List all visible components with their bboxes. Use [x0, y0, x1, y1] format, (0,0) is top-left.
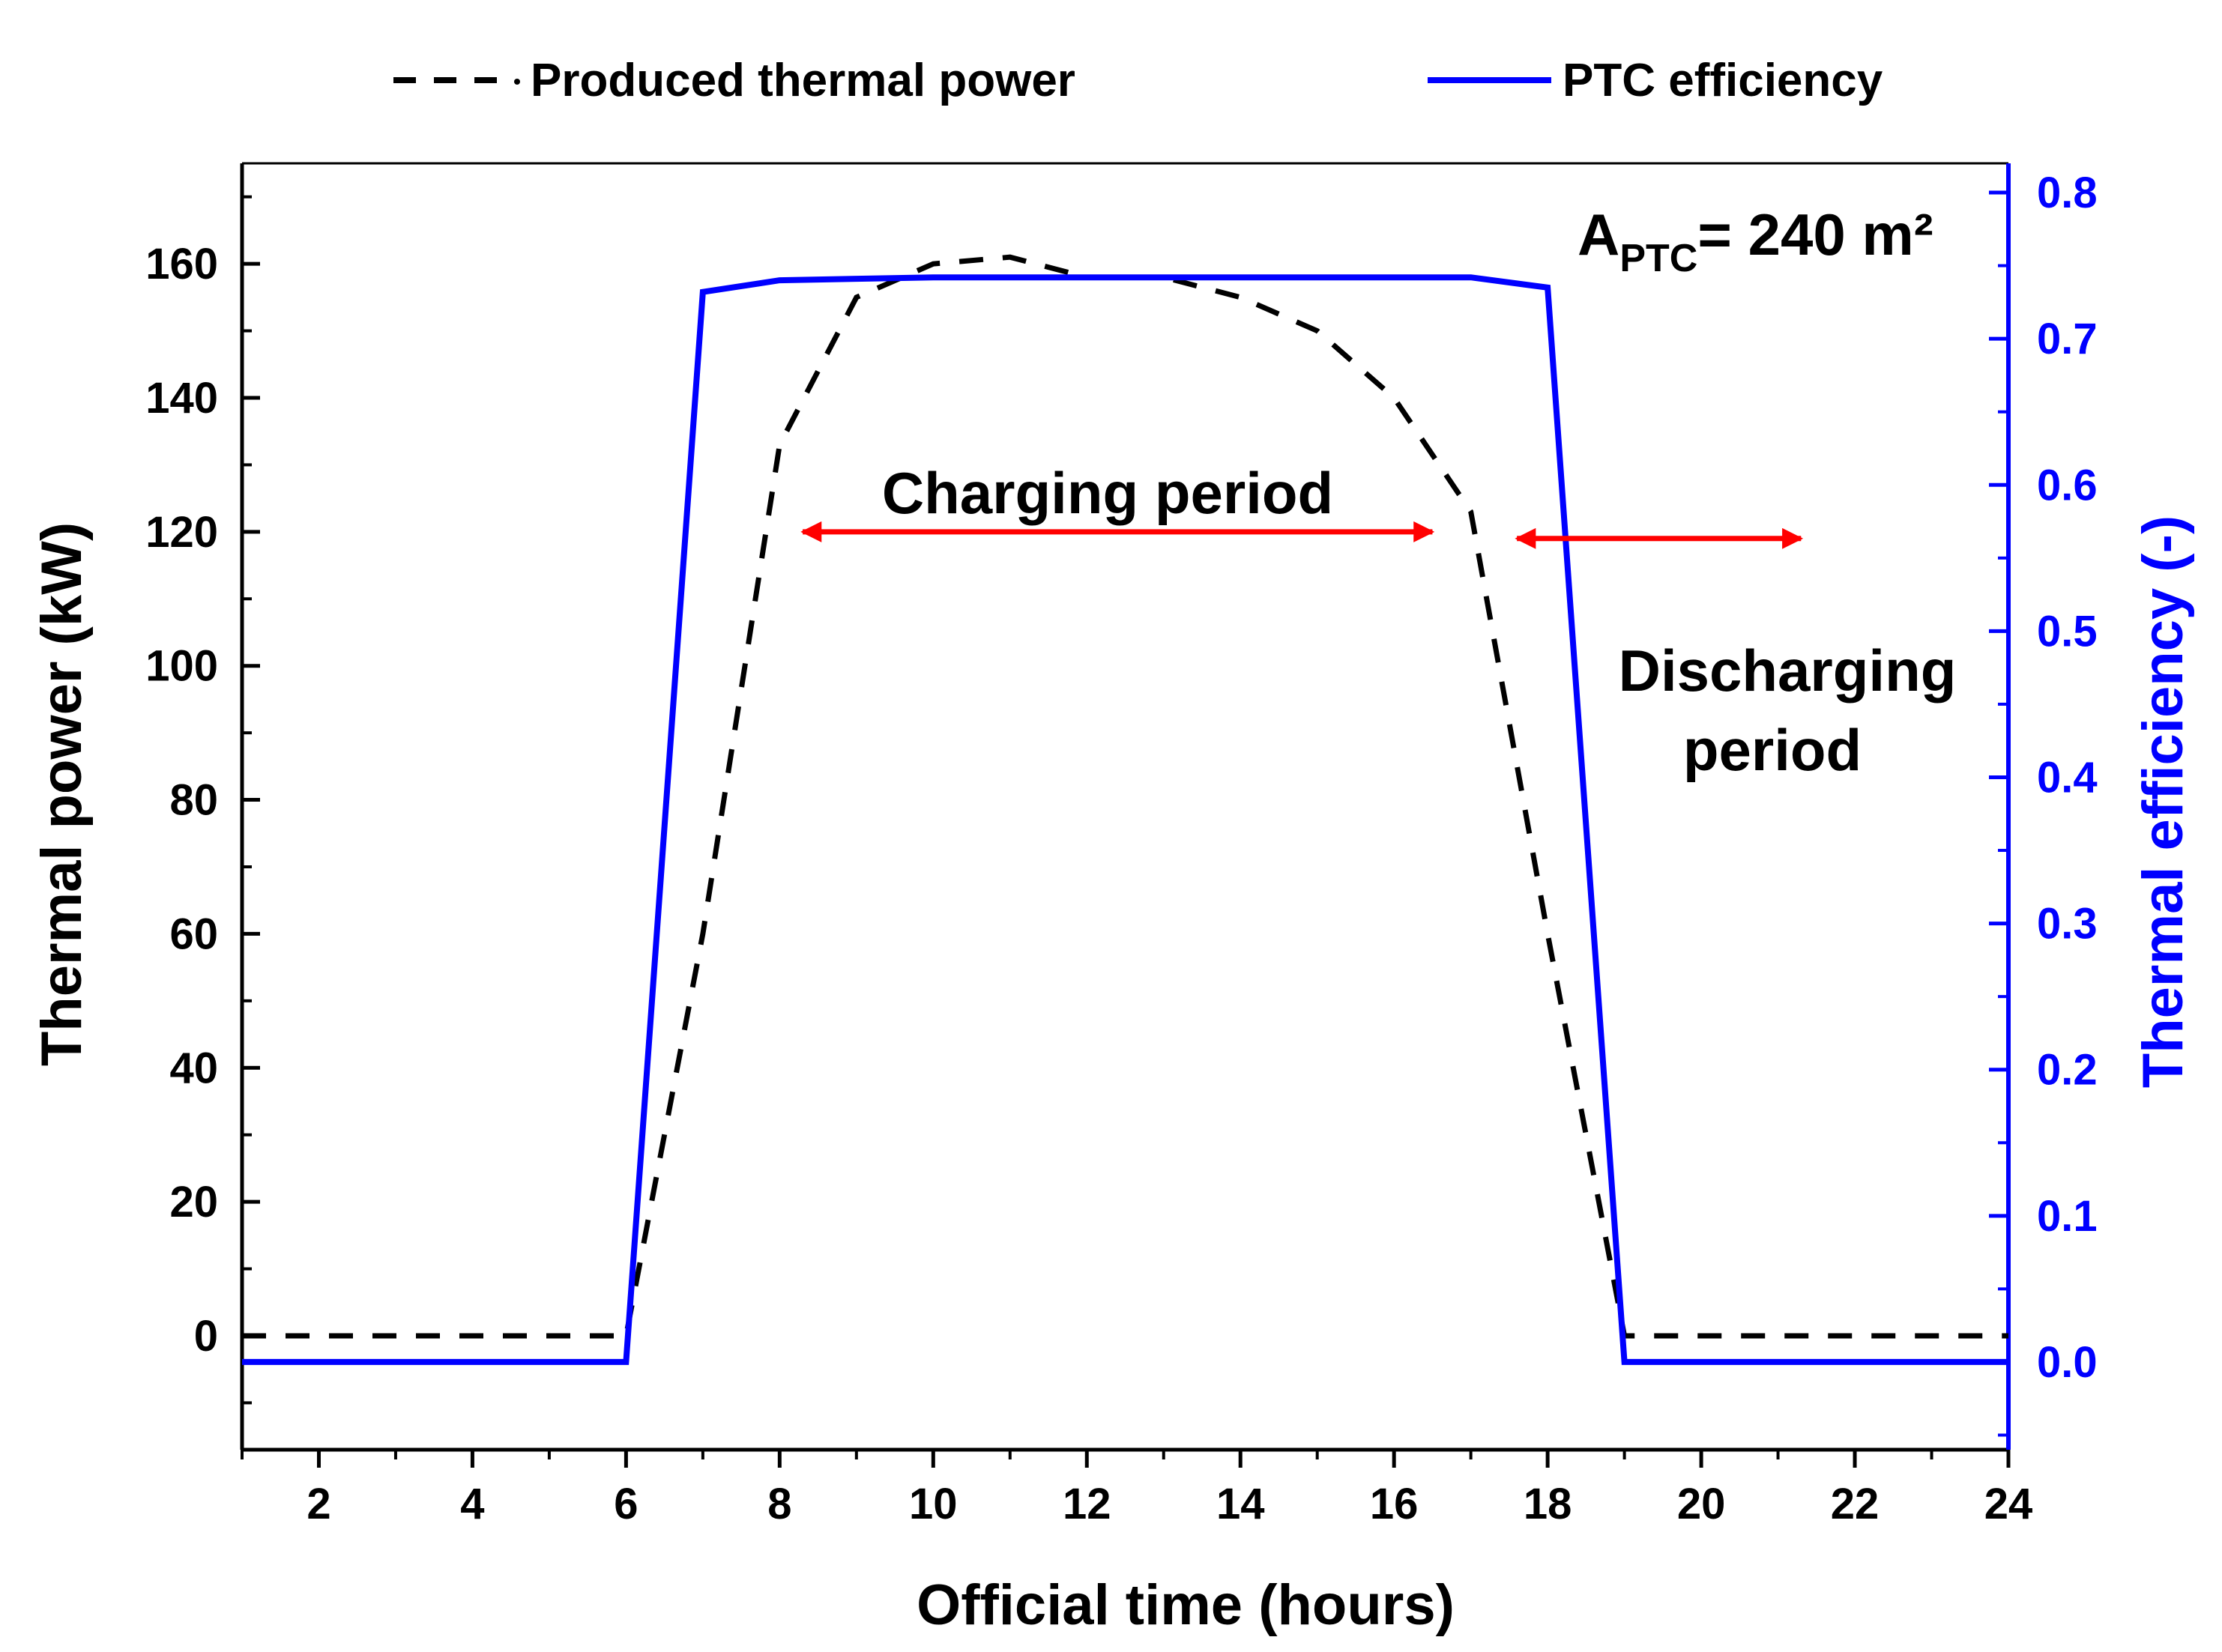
y-tick-label: 0: [194, 1312, 218, 1361]
y-tick-label: 40: [169, 1044, 218, 1092]
x-tick-label: 16: [1370, 1480, 1419, 1528]
y-axis-title: Thermal power (kW): [30, 522, 94, 1066]
legend: Produced thermal power PTC efficiency: [393, 55, 1883, 106]
y-tick-label: 80: [169, 776, 218, 825]
area-annotation-main: A: [1578, 202, 1619, 267]
legend-label-power: Produced thermal power: [531, 55, 1075, 106]
x-axis-title: Official time (hours): [917, 1573, 1455, 1637]
x-tick-label: 12: [1063, 1480, 1111, 1528]
y2-tick-label: 0.0: [2037, 1338, 2098, 1387]
arrows-layer: [800, 521, 1804, 549]
discharging-period-label-line1: Discharging: [1619, 638, 1957, 704]
x-tick-label: 24: [1984, 1480, 2033, 1528]
series-line-produced-thermal-power: [242, 254, 2008, 1339]
y2-axis-title: Thermal efficiency (-): [2131, 515, 2195, 1088]
area-annotation-subscript: PTC: [1619, 237, 1697, 280]
x-axis-ticks: 2 4 6 8 10 12 14 16 18 20 22 24: [241, 1450, 2033, 1528]
x-tick-label: 10: [909, 1480, 958, 1528]
series-layer: [242, 254, 2008, 1365]
y-axis-ticks: 0 20 40 60 80 100 120 140 160: [145, 195, 260, 1405]
y-tick-label: 160: [145, 240, 218, 288]
x-tick-label: 22: [1831, 1480, 1880, 1528]
y2-tick-label: 0.2: [2037, 1046, 2098, 1095]
y2-axis-ticks: 0.0 0.1 0.2 0.3 0.4 0.5 0.6 0.7 0.8: [1989, 169, 2098, 1437]
y2-tick-label: 0.5: [2037, 607, 2098, 656]
y2-tick-label: 0.3: [2037, 900, 2098, 948]
x-tick-label: 2: [307, 1480, 330, 1528]
x-tick-label: 20: [1677, 1480, 1726, 1528]
y2-tick-label: 0.4: [2037, 753, 2098, 802]
series-line-ptc-efficiency: [242, 274, 2008, 1365]
x-tick-label: 4: [460, 1480, 484, 1528]
area-annotation: APTC= 240 m²: [1578, 202, 1933, 280]
legend-dot-marker: [514, 79, 520, 85]
x-tick-label: 8: [767, 1480, 791, 1528]
x-tick-label: 14: [1216, 1480, 1265, 1528]
y-tick-label: 60: [169, 910, 218, 958]
y2-tick-label: 0.8: [2037, 169, 2098, 217]
charging-period-label: Charging period: [882, 460, 1333, 526]
area-annotation-value: = 240 m²: [1697, 202, 1933, 267]
y2-tick-label: 0.6: [2037, 461, 2098, 509]
y-tick-label: 20: [169, 1178, 218, 1226]
y-tick-label: 140: [145, 374, 218, 423]
y2-tick-label: 0.7: [2037, 315, 2098, 363]
plot-frame: [240, 162, 2011, 1452]
x-tick-label: 18: [1524, 1480, 1572, 1528]
x-tick-label: 6: [614, 1480, 638, 1528]
y-tick-label: 100: [145, 642, 218, 691]
y-tick-label: 120: [145, 508, 218, 557]
y2-tick-label: 0.1: [2037, 1192, 2098, 1241]
legend-label-efficiency: PTC efficiency: [1563, 55, 1883, 106]
discharging-period-label-line2: period: [1683, 717, 1862, 783]
